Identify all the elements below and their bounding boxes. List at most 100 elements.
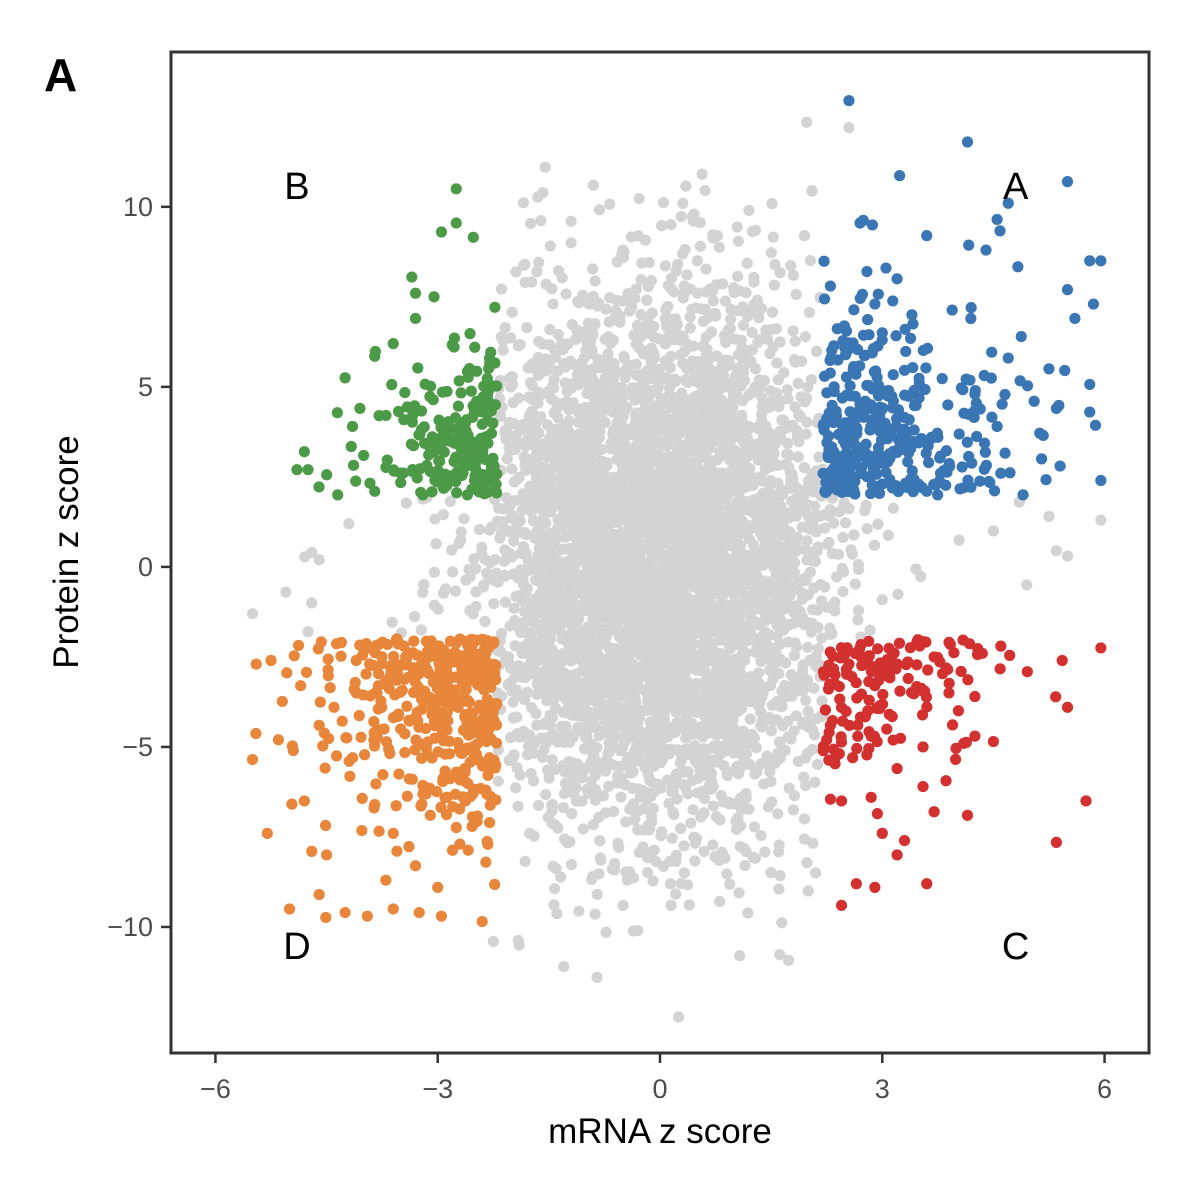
data-point-background [729,654,741,666]
data-point-background [546,799,558,811]
data-point-background [551,523,563,535]
data-point-background [763,711,775,724]
data-point-background [791,424,803,437]
data-point-background [551,624,563,636]
data-point-background [795,615,807,627]
data-point-background [537,187,549,199]
data-point-background [722,711,734,723]
data-point-background [680,732,692,744]
data-point-background [497,335,509,347]
data-point-background [706,470,718,482]
data-point-background [760,647,772,659]
data-point-background [527,775,540,787]
data-point-background [801,535,813,547]
data-point-background [634,791,646,803]
data-point-background [566,382,578,394]
data-point-background [809,776,821,788]
data-point-background [665,350,677,362]
data-point-background [818,509,830,521]
data-point-background [798,833,811,845]
data-point-background [794,685,806,697]
data-point-background [690,302,702,314]
data-point-background [773,846,785,858]
data-point-background [633,846,645,859]
data-point-background [784,600,796,612]
data-point-background [892,588,904,600]
data-point-background [780,657,792,669]
data-point-background [609,654,621,666]
data-point-background [747,479,759,492]
data-point-background [658,608,670,620]
data-point-background [587,263,599,275]
data-point-background [650,421,663,433]
data-point-background [632,230,644,242]
data-point-background [677,292,689,304]
data-point-background [725,303,737,315]
data-point-background [719,467,731,480]
data-point-background [732,452,744,464]
data-point-background [535,626,548,639]
data-point-background [615,791,627,803]
data-point-background [801,392,813,404]
data-point-background [604,292,616,304]
data-point-background [737,794,749,806]
data-point-background [570,620,582,632]
data-point-background [776,700,788,713]
data-point-background [846,548,859,560]
data-point-background [660,702,672,714]
data-point-background [497,523,509,535]
data-point-background [690,650,702,663]
data-point-background [781,384,793,396]
data-point-background [823,536,835,548]
data-point-background [545,644,557,656]
data-point-background [455,526,467,538]
data-point-background [633,342,645,354]
data-point-background [785,259,797,272]
data-point-background [711,230,724,242]
data-point-background [564,671,576,684]
data-point-background [584,707,596,719]
data-point-background [687,722,699,735]
data-point-background [653,363,665,375]
data-point-background [580,504,592,516]
data-point-background [710,279,722,291]
data-point-background [739,859,751,872]
data-point-background [729,764,741,776]
data-point-background [534,388,547,400]
data-point-background [605,536,617,548]
data-point-background [801,857,813,869]
data-point-background [564,836,576,848]
data-point-background [617,295,629,307]
data-point-background [671,585,683,597]
data-point-background [577,823,589,835]
data-point-background [639,761,651,774]
data-point-background [699,184,711,197]
data-point-background [548,693,560,705]
data-point-background [600,363,612,376]
data-point-background [481,567,493,579]
data-point-background [660,303,672,316]
data-point-background [763,510,775,522]
data-point-background [701,488,713,500]
data-point-background [714,421,726,433]
data-point-background [591,441,603,454]
data-point-background [594,611,607,623]
data-point-background [586,343,598,356]
data-point-background [831,571,843,583]
data-point-background [679,374,691,386]
data-point-background [512,472,524,485]
data-point-background [681,269,693,281]
data-point-background [541,718,553,730]
data-point-background [718,760,730,772]
data-point-background [499,596,511,608]
data-point-background [675,822,687,835]
data-point-background [667,469,679,481]
data-point-background [661,373,673,386]
points-layer [246,95,1107,1023]
data-point-background [762,801,775,813]
data-point-background [544,506,557,518]
data-point-background [550,423,563,435]
data-point-background [542,451,554,463]
data-point-background [655,713,667,726]
data-point-background [632,752,644,764]
